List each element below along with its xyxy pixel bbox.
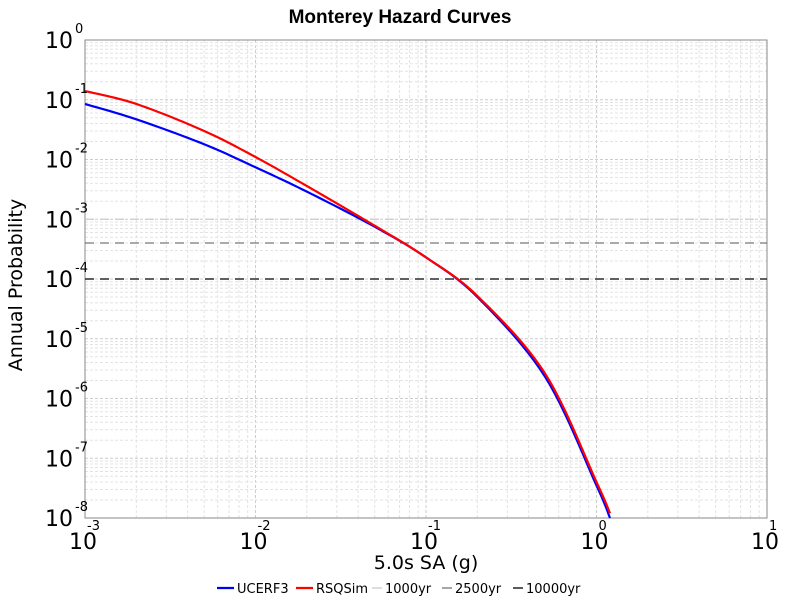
y-tick-label: 10 [45, 388, 73, 413]
y-tick-exponent: -5 [75, 321, 88, 336]
y-tick-label: 10 [45, 268, 73, 293]
y-tick-label: 10 [45, 447, 73, 472]
legend-label-rsqsim: RSQSim [316, 582, 368, 597]
y-tick-label: 10 [45, 89, 73, 114]
y-tick-exponent: -7 [75, 440, 88, 455]
y-tick-label: 10 [45, 149, 73, 174]
legend-label-1000yr: 1000yr [385, 582, 432, 597]
x-tick-label: 10 [240, 530, 268, 555]
legend: UCERF3 RSQSim 1000yr 2500yr 10000yr [217, 582, 581, 597]
x-tick-label: 10 [751, 530, 779, 555]
x-tick-exponent: -1 [428, 519, 441, 534]
x-tick-label: 10 [410, 530, 438, 555]
y-tick-label: 10 [45, 507, 73, 532]
grid [84, 40, 767, 519]
legend-label-2500yr: 2500yr [455, 582, 502, 597]
y-tick-exponent: -2 [75, 142, 88, 157]
series-line-rsqsim [84, 89, 612, 514]
y-tick-exponent: 0 [75, 22, 83, 37]
y-tick-exponent: -6 [75, 381, 88, 396]
x-tick-label: 10 [69, 530, 97, 555]
y-tick-exponent: -3 [75, 201, 88, 216]
x-tick-exponent: 0 [599, 519, 607, 534]
x-tick-exponent: -3 [87, 519, 100, 534]
legend-label-ucerf3: UCERF3 [237, 582, 289, 597]
y-tick-exponent: -1 [75, 82, 88, 97]
y-axis-label: Annual Probability [5, 199, 27, 372]
curves [84, 89, 612, 519]
legend-label-10000yr: 10000yr [526, 582, 581, 597]
y-tick-label: 10 [45, 208, 73, 233]
x-tick-label: 10 [581, 530, 609, 555]
series-line-ucerf3 [84, 102, 612, 519]
x-tick-exponent: -2 [258, 519, 271, 534]
y-tick-label: 10 [45, 328, 73, 353]
y-tick-label: 10 [45, 29, 73, 54]
x-axis-label: 5.0s SA (g) [374, 552, 479, 574]
y-tick-exponent: -8 [75, 500, 88, 515]
reference-lines [85, 218, 767, 280]
chart-title: Monterey Hazard Curves [289, 7, 512, 28]
x-tick-exponent: 1 [769, 519, 777, 534]
y-tick-exponent: -4 [75, 261, 88, 276]
